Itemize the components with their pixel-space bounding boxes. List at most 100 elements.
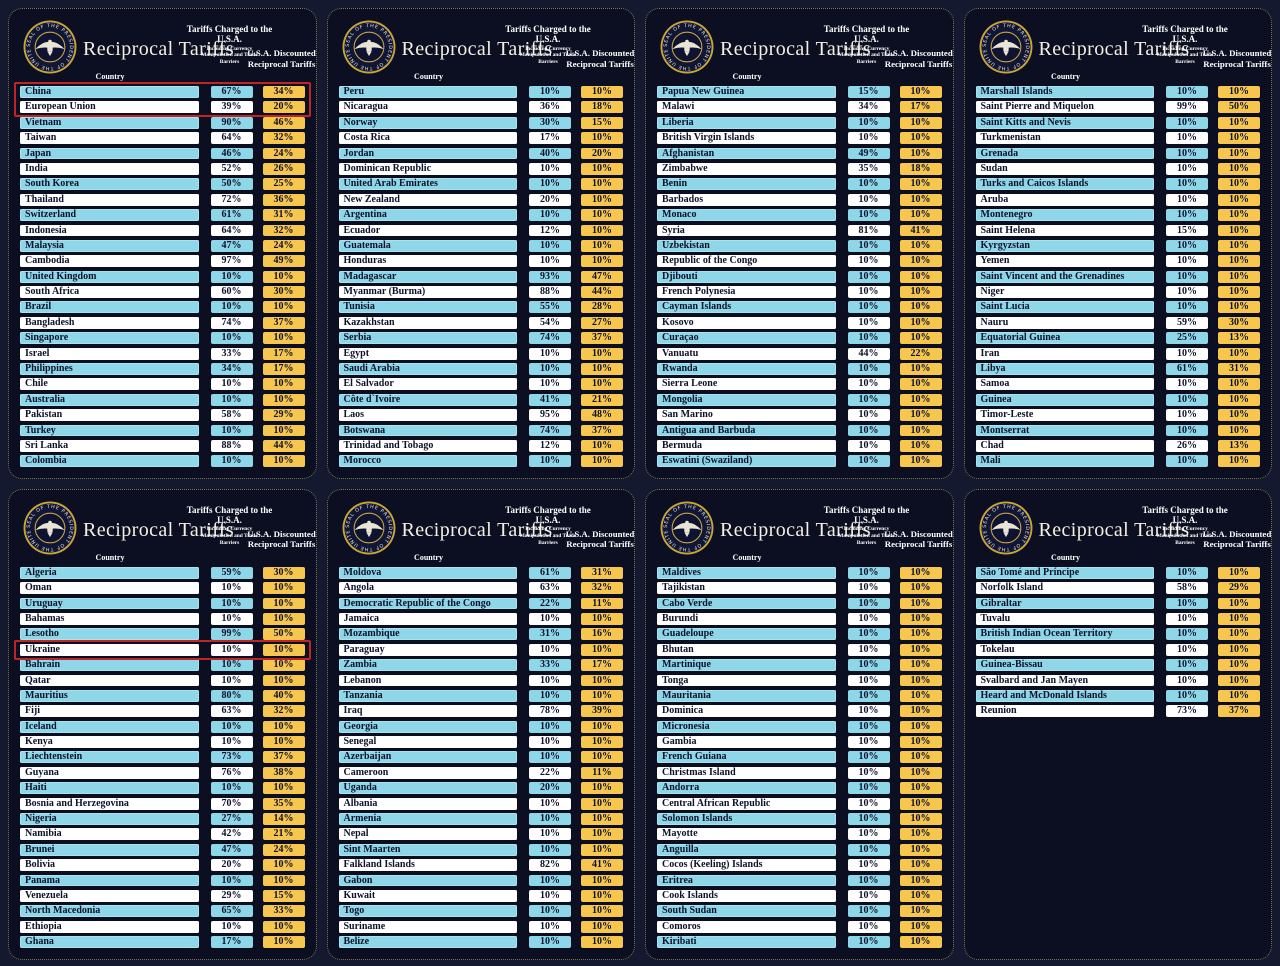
discounted-tariff-cell: 10% [898,765,943,780]
country-cell: Taiwan [19,131,200,146]
discounted-tariff-cell: 10% [261,581,306,596]
table-row: Montserrat 10% 10% [974,423,1261,438]
eagle-glyph [672,39,702,57]
country-cell: Honduras [337,254,518,269]
tariff-charged-cell: 15% [1165,223,1209,238]
table-row: Peru 10% 10% [337,85,624,99]
discounted-tariff-cell: 48% [580,408,624,423]
discounted-tariff-cell: 10% [898,269,943,284]
country-cell: Japan [19,146,200,161]
tariff-charged-cell: 10% [846,331,891,346]
table-row: South Sudan 10% 10% [656,904,943,919]
tariff-charged-cell: 39% [209,100,254,115]
table-row: Madagascar 93% 47% [337,269,624,284]
tariff-charged-cell: 10% [528,719,572,734]
table-row: Suriname 10% 10% [337,919,624,934]
discounted-tariff-cell: 10% [898,285,943,299]
country-cell: Uzbekistan [656,238,837,253]
country-cell: Antigua and Barbuda [656,423,837,438]
presidential-seal-icon: SEAL OF THE PRESIDENT OF THE UNITED STAT… [660,501,714,555]
tariff-panel: SEAL OF THE PRESIDENT OF THE UNITED STAT… [645,488,954,960]
country-cell: Tuvalu [974,611,1155,626]
tariff-charged-cell: 10% [209,735,254,749]
tariff-charged-cell: 10% [528,85,572,99]
column-header-country: Country [95,552,125,562]
eagle-glyph [353,39,384,57]
tariff-panel: SEAL OF THE PRESIDENT OF THE UNITED STAT… [326,488,635,960]
discounted-tariff-cell: 10% [898,565,943,580]
country-cell: Guatemala [337,238,518,253]
tariff-charged-cell: 74% [209,315,254,330]
country-cell: Uruguay [19,596,200,611]
column-header-country: Country [1051,552,1080,562]
tariff-charged-cell: 10% [846,935,891,950]
table-row: Armenia 10% 10% [337,812,624,826]
country-cell: Mayotte [656,827,837,842]
tariff-charged-cell: 64% [209,223,254,238]
table-row: Bosnia and Herzegovina 70% 35% [19,796,306,811]
discounted-tariff-cell: 10% [898,438,943,453]
country-cell: Cayman Islands [656,300,837,315]
table-row: Kyrgyzstan 10% 10% [974,238,1261,253]
country-cell: Turkey [19,423,200,438]
table-row: Yemen 10% 10% [974,254,1261,269]
tariff-charged-cell: 31% [528,627,572,642]
discounted-tariff-cell: 10% [261,719,306,734]
discounted-tariff-cell: 21% [580,392,624,407]
panel-header: SEAL OF THE PRESIDENT OF THE UNITED STAT… [19,16,316,82]
discounted-tariff-cell: 17% [580,658,624,672]
discounted-tariff-cell: 50% [261,627,306,642]
country-cell: Kenya [19,735,200,749]
discounted-tariff-cell: 32% [261,223,306,238]
country-cell: Pakistan [19,408,200,423]
country-cell: Colombia [19,454,200,469]
tariff-charged-cell: 10% [1165,146,1209,161]
tariff-charged-cell: 10% [1165,688,1209,703]
table-row: Japan 46% 24% [19,146,306,161]
table-row: Belize 10% 10% [337,935,624,950]
tariff-charged-cell: 10% [846,238,891,253]
column-header-charged: Tariffs Charged to the U.S.A. Including … [823,24,910,66]
table-row: Aruba 10% 10% [974,192,1261,207]
discounted-tariff-cell: 10% [898,935,943,950]
table-row: Tonga 10% 10% [656,673,943,688]
tariff-charged-cell: 10% [846,858,891,873]
discounted-tariff-cell: 10% [580,192,624,207]
tariff-charged-cell: 67% [209,85,254,99]
discounted-tariff-cell: 10% [898,581,943,596]
table-row: Bhutan 10% 10% [656,642,943,657]
table-row: Oman 10% 10% [19,581,306,596]
country-cell: Dominican Republic [337,161,518,176]
discounted-tariff-cell: 10% [261,392,306,407]
tariff-charged-cell: 10% [1165,408,1209,423]
country-cell: Turks and Caicos Islands [974,177,1155,192]
table-row: Morocco 10% 10% [337,454,624,469]
country-cell: Nigeria [19,812,200,826]
table-row: United Arab Emirates 10% 10% [337,177,624,192]
tariff-charged-cell: 10% [846,750,891,765]
discounted-tariff-cell: 10% [261,596,306,611]
tariff-charged-cell: 90% [209,115,254,130]
discounted-tariff-cell: 10% [580,438,624,453]
table-row: Solomon Islands 10% 10% [656,812,943,826]
country-cell: Djibouti [656,269,837,284]
table-row: India 52% 26% [19,161,306,176]
table-row: Iraq 78% 39% [337,704,624,719]
tariff-charged-cell: 10% [1165,300,1209,315]
country-cell: Brunei [19,842,200,857]
tariff-charged-cell: 10% [209,658,254,672]
table-row: United Kingdom 10% 10% [19,269,306,284]
discounted-tariff-cell: 24% [261,842,306,857]
discounted-tariff-cell: 10% [1217,85,1261,99]
table-row: Kosovo 10% 10% [656,315,943,330]
table-row: Turks and Caicos Islands 10% 10% [974,177,1261,192]
table-row: Algeria 59% 30% [19,565,306,580]
tariff-charged-cell: 59% [1165,315,1209,330]
country-cell: Sri Lanka [19,438,200,453]
country-cell: Sint Maarten [337,842,518,857]
tariff-charged-cell: 10% [209,719,254,734]
country-cell: Ukraine [19,642,200,657]
tariff-charged-cell: 25% [1165,331,1209,346]
discounted-tariff-cell: 10% [898,300,943,315]
discounted-tariff-cell: 10% [580,177,624,192]
